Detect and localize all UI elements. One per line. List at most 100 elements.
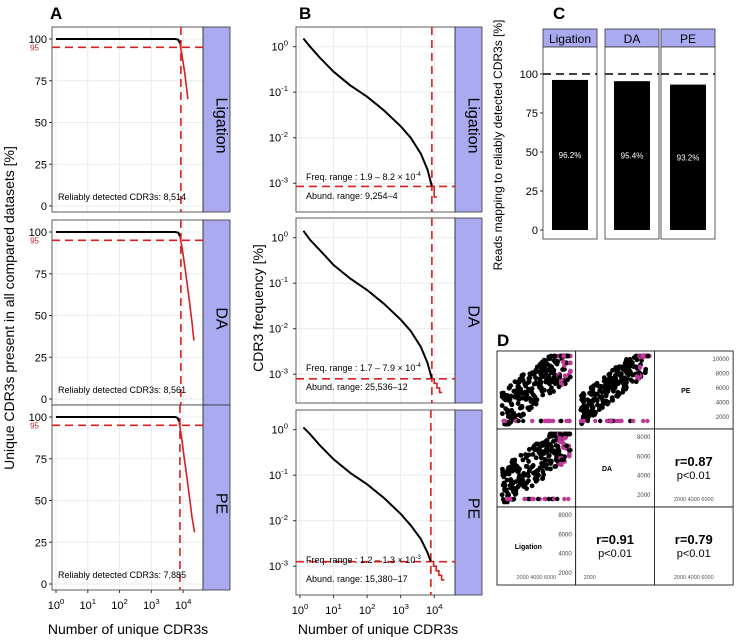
panel-a-ytick-label: 100 xyxy=(29,227,47,239)
panel-b-ytick-label: 10-3 xyxy=(269,558,288,573)
panel-d-point xyxy=(552,376,558,382)
panel-d-point xyxy=(514,467,519,473)
panel-d-p-value: p<0.01 xyxy=(677,548,711,560)
panel-b-facet-strip xyxy=(454,26,483,213)
panel-d-point xyxy=(518,452,524,458)
panel-b-series-line xyxy=(431,185,437,198)
panel-d-point xyxy=(552,381,558,387)
panel-d-point-floor xyxy=(551,496,557,502)
panel-d-point xyxy=(506,471,512,477)
panel-d-point-floor xyxy=(640,418,646,424)
panel-d-point xyxy=(645,353,651,359)
panel-b-xtick-label: 104 xyxy=(426,602,443,617)
panel-b-ytick-label: 10-2 xyxy=(269,130,288,145)
panel-d-point xyxy=(500,469,506,475)
panel-d-point-floor xyxy=(501,418,506,424)
panel-d-point xyxy=(587,409,592,414)
panel-c-value-label: 95.4% xyxy=(621,152,644,161)
panel-d-point xyxy=(609,395,615,401)
panel-d-point xyxy=(548,459,554,465)
panel-a-ytick-label: 100 xyxy=(29,34,47,46)
panel-d-point-floor xyxy=(511,496,517,502)
panel-d-p-value: p<0.01 xyxy=(598,548,632,560)
panel-c-bar xyxy=(552,79,588,230)
panel-a-ytick-label: 0 xyxy=(41,201,47,213)
panel-d-point xyxy=(605,400,611,405)
panel-b-series-line xyxy=(302,230,433,380)
panel-d-point xyxy=(633,379,639,385)
panel-d-point xyxy=(564,431,570,437)
panel-b-ylabel: CDR3 frequency [%] xyxy=(250,244,266,372)
panel-c-chart: 0 25 50 75 100 Ligation 96.2% DA 95.4% PE 93.2% xyxy=(520,28,716,240)
panel-d-point xyxy=(593,396,599,402)
panel-d-point xyxy=(604,377,610,383)
panel-d-point xyxy=(605,386,611,392)
panel-a-annotation: Reliably detected CDR3s: 8,561 xyxy=(58,385,186,395)
panel-b-series-line xyxy=(302,426,432,563)
panel-b-series-line xyxy=(431,378,443,394)
panel-d-point-floor xyxy=(508,496,513,502)
panel-d-point xyxy=(606,372,612,378)
panel-d-diag-tick: 4000 xyxy=(716,401,730,407)
panel-a-threshold-label: 95 xyxy=(30,421,39,430)
panel-d-point xyxy=(500,411,505,417)
panel-d-diag-tick: 2000 xyxy=(558,571,572,577)
panel-a-series-line xyxy=(179,43,189,100)
panel-d-point xyxy=(533,367,539,373)
panel-d-point xyxy=(511,388,517,394)
panel-d-point xyxy=(566,447,572,453)
panel-d-point xyxy=(633,353,639,359)
panel-b-facet-frame xyxy=(295,217,456,404)
panel-d-r-value: r=0.91 xyxy=(596,532,634,547)
panel-d-point-highlight xyxy=(561,353,567,359)
panel-d-point xyxy=(534,468,540,474)
panel-d-diag-tick: 2000 xyxy=(637,493,651,499)
panel-d-point-floor xyxy=(604,418,610,424)
panel-d-point xyxy=(553,463,559,469)
panel-c-bar xyxy=(614,81,650,231)
panel-d-point xyxy=(520,411,526,417)
panel-d-point xyxy=(520,478,526,483)
panel-d-point xyxy=(541,373,547,379)
panel-d-point xyxy=(608,376,614,382)
panel-d-cell xyxy=(575,506,655,586)
panel-d-point xyxy=(625,360,631,366)
panel-b-ytick-label: 10-2 xyxy=(269,321,288,336)
panel-d-point xyxy=(508,383,514,389)
panel-d-point xyxy=(530,452,536,457)
panel-d-point xyxy=(580,414,586,419)
panel-d-point xyxy=(519,372,525,378)
panel-d-point-highlight xyxy=(562,373,568,379)
panel-d-point xyxy=(599,394,605,400)
panel-a-xtick-label: 102 xyxy=(111,597,128,612)
panel-d-point xyxy=(540,392,546,398)
panel-b-ytick-label: 10-3 xyxy=(269,366,288,381)
panel-d-point xyxy=(633,364,639,370)
panel-d-point-floor xyxy=(585,418,590,424)
panel-d-point xyxy=(536,448,542,454)
panel-d-point-floor xyxy=(526,496,531,502)
panel-d-point xyxy=(620,364,626,370)
panel-d-point xyxy=(618,378,624,384)
panel-d-point xyxy=(560,367,566,372)
panel-b-xtick-label: 103 xyxy=(392,602,409,617)
panel-d-small-ticks: 2000 4000 6000 xyxy=(516,575,556,581)
panel-a-facet-bg xyxy=(52,405,203,590)
panel-d-point-floor xyxy=(566,496,571,502)
panel-d-point-highlight xyxy=(637,364,643,370)
panel-d-point-floor xyxy=(581,418,587,424)
panel-d-point xyxy=(550,438,556,444)
panel-d-point xyxy=(588,385,594,390)
panel-d-point xyxy=(516,412,522,418)
panel-d-point xyxy=(546,453,552,459)
panel-d-chart: PE 10000 8000 6000 4000 2000 DA 8000 6000 4000 200… xyxy=(496,350,734,586)
panel-d-point xyxy=(579,393,585,398)
panel-d-point xyxy=(531,392,536,398)
panel-d-point xyxy=(526,447,532,452)
panel-c-bar xyxy=(670,84,706,230)
panel-d-point-floor xyxy=(630,418,636,424)
panel-a-ytick-label: 50 xyxy=(35,311,47,323)
panel-d-point xyxy=(541,460,547,466)
panel-a-series-line xyxy=(178,421,196,533)
panel-d-point-floor xyxy=(598,418,603,424)
